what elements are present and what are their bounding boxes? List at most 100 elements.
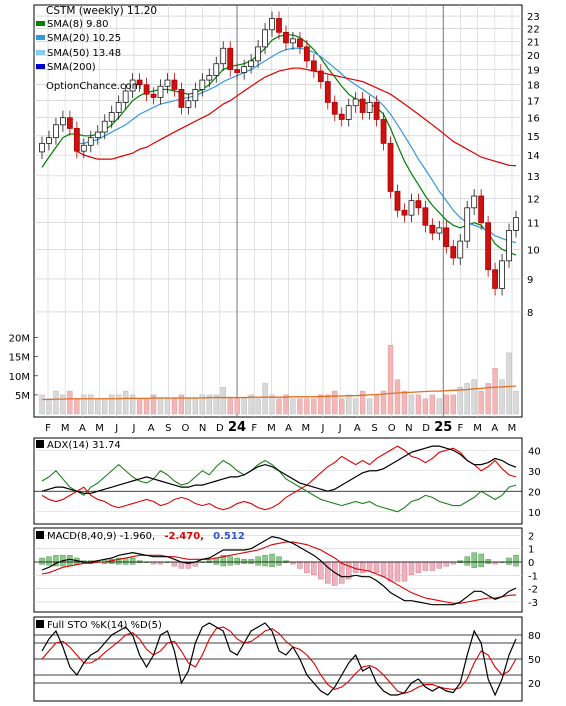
candle-body-9 — [101, 120, 108, 133]
candle-body-20 — [178, 89, 185, 108]
sto-label: Full STO %K(14) %D(5) — [47, 620, 162, 631]
macd-hist-bar-50 — [387, 561, 394, 582]
macd-hist-bar-37 — [297, 561, 303, 569]
adx-tick-20: 20 — [528, 487, 541, 498]
macd-hist-bar-2 — [53, 555, 59, 567]
candle-body-27 — [227, 47, 234, 70]
macd-line — [41, 536, 517, 606]
macd-hist-bar-26 — [220, 555, 226, 567]
price-tick-14: 14 — [527, 151, 540, 162]
volume-bar-63 — [478, 390, 484, 415]
volume-bar-55 — [422, 398, 429, 415]
x-label-27: M — [508, 423, 517, 434]
candle-body-37 — [297, 38, 303, 48]
adx-label: ADX(14) 31.74 — [47, 440, 121, 451]
volume-bar-33 — [269, 394, 275, 415]
candle-body-45 — [352, 98, 359, 107]
macd-hist-bar-57 — [436, 561, 443, 569]
candle-body-11 — [115, 101, 122, 113]
candle-body-43 — [338, 113, 345, 120]
volume-bar-1 — [46, 398, 52, 415]
volume-bar-35 — [283, 394, 289, 415]
legend-item-sma50: SMA(50) 13.48 — [36, 48, 121, 59]
candle-body-22 — [192, 89, 199, 102]
price-tick-13: 13 — [527, 172, 540, 183]
macd-hist-bar-1 — [46, 556, 52, 566]
adx-panel: 10 20 30 40 ADX(14) 31.74 — [33, 437, 541, 525]
candle-body-18 — [164, 79, 171, 87]
candle-body-50 — [387, 142, 394, 192]
candle-body-47 — [366, 101, 373, 113]
candle-body-17 — [157, 85, 164, 98]
x-label-18: A — [354, 423, 361, 434]
candle-body-67 — [506, 230, 512, 262]
macd-tick-1: 1 — [528, 545, 534, 556]
volume-bar-58 — [443, 394, 449, 415]
volume-axis-ticks: 5M 10M 15M 20M — [9, 334, 38, 402]
candle-body-66 — [499, 260, 505, 289]
macd-hist-bar-61 — [464, 556, 470, 566]
volume-bar-10 — [109, 394, 115, 415]
volume-bar-42 — [332, 390, 338, 415]
sto-series — [34, 622, 522, 697]
price-tick-17: 17 — [527, 97, 540, 108]
x-label-23: 25 — [434, 420, 452, 435]
volume-bar-44 — [346, 394, 352, 415]
macd-signal-value: -2.470, — [164, 531, 204, 542]
volume-bar-37 — [297, 398, 303, 415]
legend-swatch-sma20 — [36, 35, 45, 40]
x-label-14: A — [285, 423, 292, 434]
macd-hist-bar-12 — [122, 557, 129, 565]
macd-axis-ticks: -3 -2 -1 0 1 2 — [528, 531, 538, 609]
candle-body-60 — [457, 240, 464, 259]
macd-hist-bar-20 — [178, 561, 185, 569]
series-line-sma50 — [76, 67, 517, 167]
x-label-17: J — [338, 423, 342, 434]
candle-body-24 — [206, 75, 213, 81]
macd-tick-0: 0 — [528, 558, 534, 569]
volume-bar-3 — [60, 394, 66, 415]
x-label-3: M — [95, 423, 104, 434]
volume-bar-45 — [353, 398, 359, 415]
volume-bar-49 — [380, 390, 387, 415]
candle-body-57 — [436, 227, 443, 234]
macd-signal-line — [41, 541, 517, 604]
volume-bar-52 — [401, 390, 408, 415]
candle-body-34 — [276, 18, 282, 33]
x-label-26: A — [491, 423, 498, 434]
candle-body-40 — [317, 70, 324, 83]
volume-bar-11 — [116, 394, 122, 415]
macd-hist-bar-53 — [408, 561, 415, 576]
x-label-22: D — [422, 423, 430, 434]
macd-hist-bar-31 — [255, 556, 261, 566]
macd-hist-bar-32 — [262, 555, 268, 567]
candle-body-65 — [492, 269, 498, 289]
sto-tick-50: 50 — [528, 655, 541, 666]
x-label-12: F — [251, 423, 257, 434]
macd-hist-bar-64 — [485, 559, 491, 564]
macd-tick-2: 2 — [528, 531, 534, 542]
price-tick-23: 23 — [527, 12, 540, 23]
adx-line — [41, 445, 517, 494]
legend-item-sma20: SMA(20) 10.25 — [36, 33, 121, 44]
sto-axis-ticks: 20 50 80 — [528, 631, 541, 690]
macd-hist-bar-63 — [478, 553, 484, 568]
candle-body-26 — [220, 47, 227, 65]
x-label-19: S — [371, 423, 377, 434]
volume-tick-15M: 15M — [9, 353, 30, 364]
price-tick-10: 10 — [527, 245, 540, 256]
candle-body-36 — [290, 38, 296, 44]
candle-body-6 — [80, 144, 87, 152]
adx-label-box — [36, 440, 44, 448]
macd-hist-bar-58 — [443, 561, 449, 567]
volume-bar-31 — [255, 398, 261, 415]
candle-body-55 — [422, 207, 429, 226]
volume-bar-66 — [499, 379, 505, 415]
volume-bar-6 — [81, 394, 87, 415]
x-label-4: J — [114, 423, 118, 434]
candle-body-46 — [359, 98, 366, 113]
x-label-24: F — [458, 423, 464, 434]
candle-body-7 — [87, 137, 94, 146]
volume-bar-51 — [394, 379, 401, 415]
